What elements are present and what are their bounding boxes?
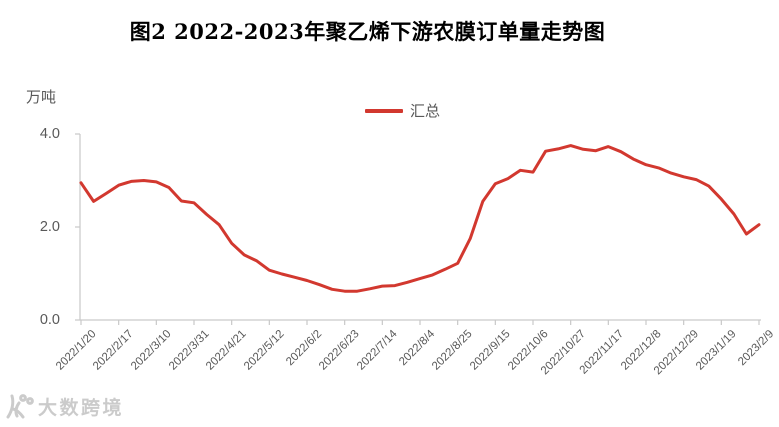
y-tick-label: 0.0 <box>39 312 60 328</box>
watermark-text: 大数跨境 <box>38 398 125 419</box>
watermark-logo-icon <box>6 394 34 419</box>
watermark: 大数跨境 <box>5 393 124 420</box>
legend-series-label: 汇总 <box>410 103 441 120</box>
series-line-汇总 <box>79 144 761 293</box>
y-axis-unit-label: 万吨 <box>26 89 57 106</box>
y-tick-label: 4.0 <box>39 126 60 142</box>
legend: 汇总 <box>365 100 440 121</box>
legend-line-swatch <box>365 108 403 113</box>
y-tick-label: 2.0 <box>39 219 60 235</box>
chart-title: 图2 2022-2023年聚乙烯下游农膜订单量走势图 <box>129 19 606 44</box>
